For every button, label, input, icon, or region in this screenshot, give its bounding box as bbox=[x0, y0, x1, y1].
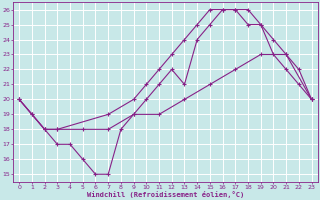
X-axis label: Windchill (Refroidissement éolien,°C): Windchill (Refroidissement éolien,°C) bbox=[87, 191, 244, 198]
